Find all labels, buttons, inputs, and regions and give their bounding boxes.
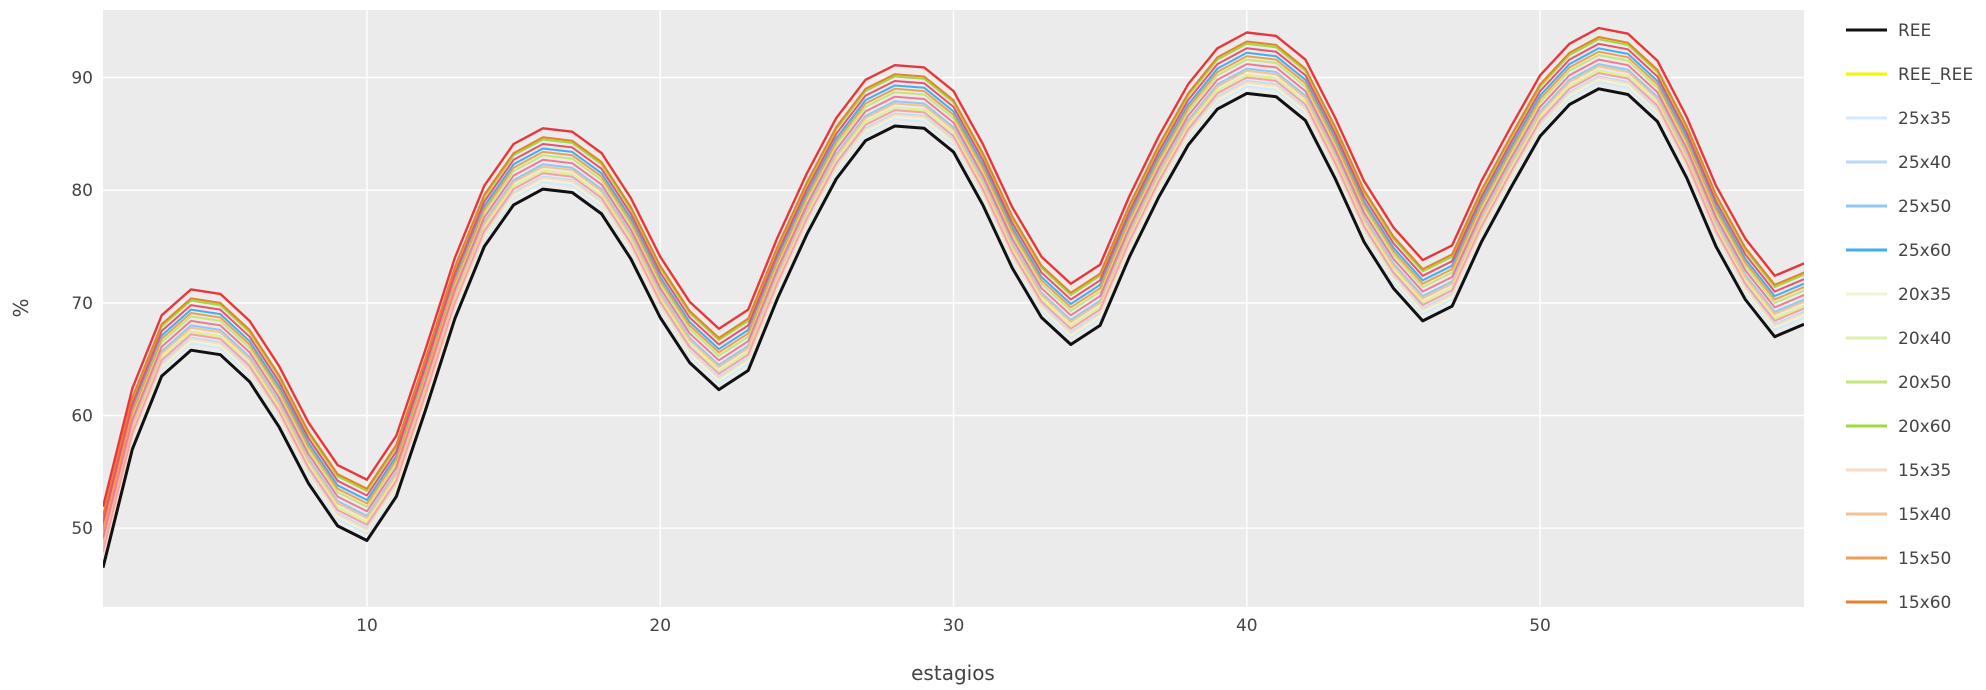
- series-line-unlabeled: [103, 26, 1804, 507]
- legend-label: 20x40: [1898, 329, 1951, 349]
- series-line-20x60: [103, 38, 1804, 519]
- x-axis-title: estagios: [911, 661, 995, 685]
- series-line-20x35: [103, 78, 1804, 559]
- x-tick-label: 40: [1236, 616, 1258, 636]
- y-tick-label: 50: [71, 519, 93, 539]
- series-line-25x50: [103, 63, 1804, 544]
- series-line-25x60: [103, 47, 1804, 528]
- legend: REE REE_REE 25x35 25x40 25x50 25x60 20x35 20x40…: [1846, 21, 1973, 613]
- legend-item-ree-ree[interactable]: REE_REE: [1846, 65, 1973, 85]
- y-tick-label: 80: [71, 181, 93, 201]
- legend-item-ree[interactable]: REE: [1846, 21, 1931, 41]
- legend-label: 15x50: [1898, 549, 1951, 569]
- legend-label: 25x35: [1898, 109, 1951, 129]
- x-tick-label: 50: [1529, 616, 1551, 636]
- legend-label: 25x50: [1898, 197, 1951, 217]
- legend-item-25x60[interactable]: 25x60: [1846, 241, 1951, 261]
- legend-label: 15x60: [1898, 593, 1951, 613]
- x-tick-label: 30: [943, 616, 965, 636]
- series-line-15x50: [103, 50, 1804, 531]
- legend-label: 15x40: [1898, 505, 1951, 525]
- legend-item-25x50[interactable]: 25x50: [1846, 197, 1951, 217]
- series-line-15x35: [103, 76, 1804, 557]
- legend-item-20x60[interactable]: 20x60: [1846, 417, 1951, 437]
- x-tick-label: 20: [649, 616, 671, 636]
- series-line-unlabeled: [103, 72, 1804, 553]
- legend-item-25x35[interactable]: 25x35: [1846, 109, 1951, 129]
- axis-ticks: 10 20 30 40 50 50 60 70 80 90: [71, 69, 1551, 636]
- legend-label: 20x50: [1898, 373, 1951, 393]
- legend-item-15x40[interactable]: 15x40: [1846, 505, 1951, 525]
- legend-item-15x50[interactable]: 15x50: [1846, 549, 1951, 569]
- series-line-unlabeled: [103, 42, 1804, 523]
- series-lines: [103, 26, 1804, 568]
- legend-item-20x50[interactable]: 20x50: [1846, 373, 1951, 393]
- legend-label: REE: [1898, 21, 1931, 41]
- legend-item-15x60[interactable]: 15x60: [1846, 593, 1951, 613]
- series-line-ree: [103, 87, 1804, 568]
- y-axis-title: %: [9, 298, 33, 317]
- legend-label: 25x40: [1898, 153, 1951, 173]
- y-tick-label: 90: [71, 69, 93, 89]
- legend-item-15x35[interactable]: 15x35: [1846, 461, 1951, 481]
- legend-label: REE_REE: [1898, 65, 1973, 85]
- legend-item-20x40[interactable]: 20x40: [1846, 329, 1951, 349]
- legend-label: 25x60: [1898, 241, 1951, 261]
- series-line-20x50: [103, 54, 1804, 535]
- y-tick-label: 60: [71, 407, 93, 427]
- series-line-unlabeled: [103, 58, 1804, 539]
- series-line-25x35: [103, 81, 1804, 562]
- legend-item-25x40[interactable]: 25x40: [1846, 153, 1951, 173]
- legend-label: 15x35: [1898, 461, 1951, 481]
- legend-label: 20x60: [1898, 417, 1951, 437]
- y-tick-label: 70: [71, 294, 93, 314]
- x-tick-label: 10: [356, 616, 378, 636]
- series-line-20x40: [103, 69, 1804, 550]
- legend-label: 20x35: [1898, 285, 1951, 305]
- legend-item-20x35[interactable]: 20x35: [1846, 285, 1951, 305]
- series-line-15x60: [103, 36, 1804, 517]
- series-line-15x40: [103, 65, 1804, 546]
